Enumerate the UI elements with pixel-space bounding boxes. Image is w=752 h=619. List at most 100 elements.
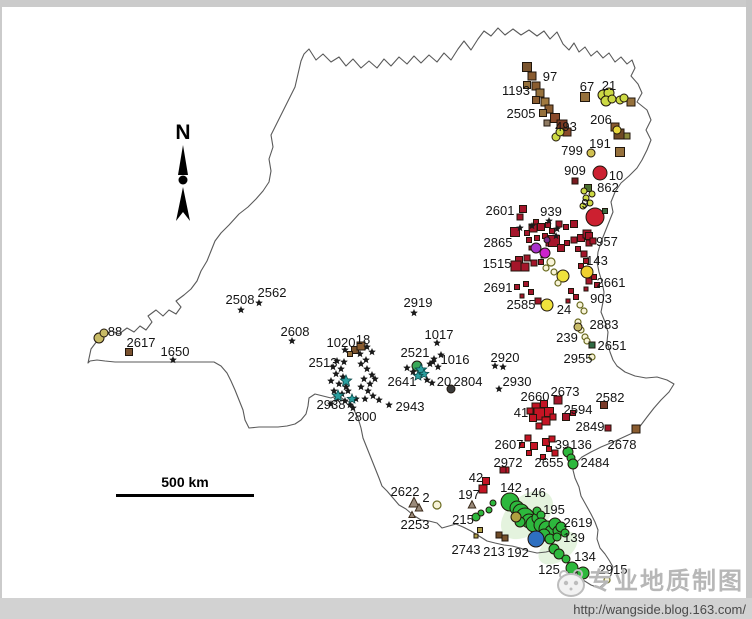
sample-label: 862	[597, 180, 619, 195]
map-symbol	[573, 322, 583, 332]
sample-label: 2660	[521, 389, 550, 404]
map-symbol	[607, 94, 617, 104]
map-symbol	[592, 165, 608, 181]
map-symbol	[555, 127, 565, 137]
map-symbol	[565, 298, 571, 304]
sample-label: 2508	[226, 292, 255, 307]
sample-label: 2608	[281, 324, 310, 339]
sample-label: 139	[563, 530, 585, 545]
map-symbol	[361, 395, 369, 403]
sample-label: 2678	[608, 437, 637, 452]
sample-symbols	[93, 62, 641, 584]
map-symbol	[467, 499, 477, 509]
map-symbol	[409, 368, 417, 376]
map-symbol	[429, 358, 437, 366]
map-symbol	[570, 410, 576, 416]
map-symbol	[553, 225, 561, 233]
map-symbol	[588, 190, 596, 198]
map-symbol	[499, 363, 507, 371]
map-symbol	[571, 177, 579, 185]
map-symbol	[423, 376, 431, 384]
map-symbol	[580, 265, 594, 279]
map-symbol	[510, 511, 522, 523]
sample-label: 39	[555, 437, 569, 452]
map-symbol	[523, 81, 531, 89]
map-symbol	[563, 224, 569, 230]
map-symbol	[583, 286, 589, 292]
map-symbol	[364, 387, 372, 395]
map-symbol	[519, 205, 527, 213]
sample-label: 2582	[596, 390, 625, 405]
map-symbol	[578, 263, 584, 269]
sample-label: 799	[561, 143, 583, 158]
north-label: N	[175, 121, 191, 144]
sample-label: 939	[540, 204, 562, 219]
map-symbol	[580, 307, 588, 315]
map-symbol	[347, 351, 353, 357]
sample-label: 191	[589, 136, 611, 151]
map-symbol	[523, 254, 531, 262]
map-symbol	[369, 392, 377, 400]
map-symbol	[549, 413, 557, 421]
sample-label: 2513	[309, 355, 338, 370]
sample-label: 195	[543, 502, 565, 517]
map-symbol	[551, 449, 559, 457]
map-symbol	[539, 109, 547, 117]
sample-label: 2655	[535, 455, 564, 470]
map-symbol	[520, 262, 530, 272]
sample-label: 197	[458, 487, 480, 502]
map-symbol	[530, 242, 542, 254]
map-symbol	[585, 232, 593, 240]
map-symbol	[288, 337, 296, 345]
map-symbol	[580, 187, 588, 195]
sample-label: 67	[580, 79, 594, 94]
sample-label: 2594	[564, 402, 593, 417]
map-symbol	[437, 351, 445, 359]
map-symbol	[426, 360, 434, 368]
map-symbol	[528, 222, 536, 230]
map-symbol	[434, 363, 442, 371]
map-symbol	[510, 227, 520, 237]
map-symbol	[603, 576, 611, 584]
sample-label: 2883	[590, 317, 619, 332]
map-symbol	[552, 532, 562, 542]
sample-label: 957	[596, 234, 618, 249]
map-symbol	[327, 377, 335, 385]
map-symbol	[363, 365, 371, 373]
sample-label: 206	[590, 112, 612, 127]
sample-label: 2651	[598, 338, 627, 353]
map-symbol	[575, 246, 581, 252]
sample-label: 2915	[599, 562, 628, 577]
sample-label: 2691	[484, 280, 513, 295]
map-symbol	[99, 328, 109, 338]
map-symbol	[519, 442, 525, 448]
map-symbol	[473, 533, 479, 539]
sample-label: 142	[500, 480, 522, 495]
sample-label: 24	[557, 302, 571, 317]
sample-label: 2585	[507, 297, 536, 312]
sample-label: 215	[452, 512, 474, 527]
sample-label: 20	[437, 374, 451, 389]
map-symbol	[553, 548, 565, 560]
map-symbol	[623, 132, 631, 140]
map-symbol	[567, 458, 579, 470]
sample-label: 125	[538, 562, 560, 577]
map-symbol	[619, 93, 629, 103]
map-symbol	[341, 346, 349, 354]
map-symbol	[514, 284, 520, 290]
sample-label: 2943	[396, 399, 425, 414]
sample-label: 2955	[564, 351, 593, 366]
map-symbol	[356, 350, 364, 358]
map-symbol	[579, 202, 587, 210]
sample-label: 2804	[454, 374, 483, 389]
map-symbol	[594, 282, 600, 288]
map-symbol	[332, 370, 340, 378]
map-symbol	[534, 235, 540, 241]
sample-label: 41	[514, 405, 528, 420]
sample-label: 239	[556, 330, 578, 345]
map-symbol	[527, 530, 545, 548]
map-symbol	[255, 299, 263, 307]
map-symbol	[327, 400, 335, 408]
map-symbol	[555, 220, 563, 228]
map-symbol	[588, 353, 596, 361]
